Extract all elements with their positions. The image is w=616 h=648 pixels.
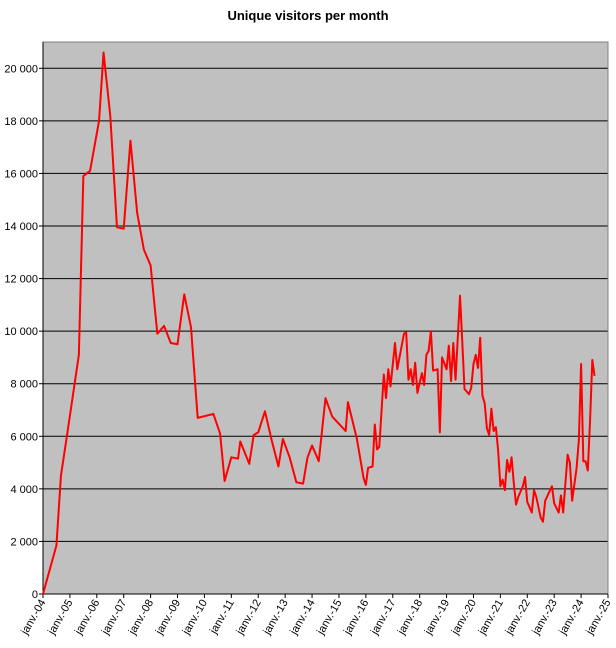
x-tick-label: janv.-19: [422, 598, 452, 638]
x-tick-label: janv.-05: [45, 598, 75, 638]
y-tick-label: 4 000: [10, 484, 38, 496]
y-tick-label: 8 000: [10, 379, 38, 391]
y-tick-label: 2 000: [10, 536, 38, 548]
x-tick-label: janv.-04: [19, 598, 49, 638]
x-tick-label: janv.-23: [530, 598, 560, 638]
x-tick-label: janv.-18: [395, 598, 425, 638]
x-tick-label: janv.-22: [503, 598, 533, 638]
x-tick-label: janv.-20: [449, 598, 479, 638]
y-tick-label: 18 000: [4, 116, 38, 128]
y-tick-label: 14 000: [4, 221, 38, 233]
data-line: [42, 51, 596, 595]
y-tick-label: 12 000: [4, 274, 38, 286]
plot-area: [43, 42, 608, 594]
x-tick-label: janv.-15: [314, 598, 344, 638]
x-tick-label: janv.-24: [557, 598, 587, 638]
x-tick-label: janv.-12: [234, 598, 264, 638]
y-tick-label: 0: [32, 589, 38, 601]
x-tick-label: janv.-16: [341, 598, 371, 638]
x-tick-label: janv.-14: [288, 598, 318, 638]
chart-title: Unique visitors per month: [227, 8, 388, 23]
x-tick-label: janv.-06: [72, 598, 102, 638]
y-tick-label: 10 000: [4, 326, 38, 338]
x-tick-label: janv.-10: [180, 598, 210, 638]
x-tick-label: janv.-09: [153, 598, 183, 638]
y-tick-label: 16 000: [4, 168, 38, 180]
x-tick-label: janv.-07: [99, 598, 129, 638]
x-tick-label: janv.-08: [126, 598, 156, 638]
x-tick-label: janv.-13: [261, 598, 291, 638]
x-tick-label: janv.-25: [584, 598, 614, 638]
y-tick-label: 6 000: [10, 431, 38, 443]
y-tick-label: 20 000: [4, 63, 38, 75]
x-tick-label: janv.-11: [207, 598, 237, 637]
x-tick-label: janv.-17: [368, 598, 398, 638]
x-tick-label: janv.-21: [476, 598, 506, 638]
